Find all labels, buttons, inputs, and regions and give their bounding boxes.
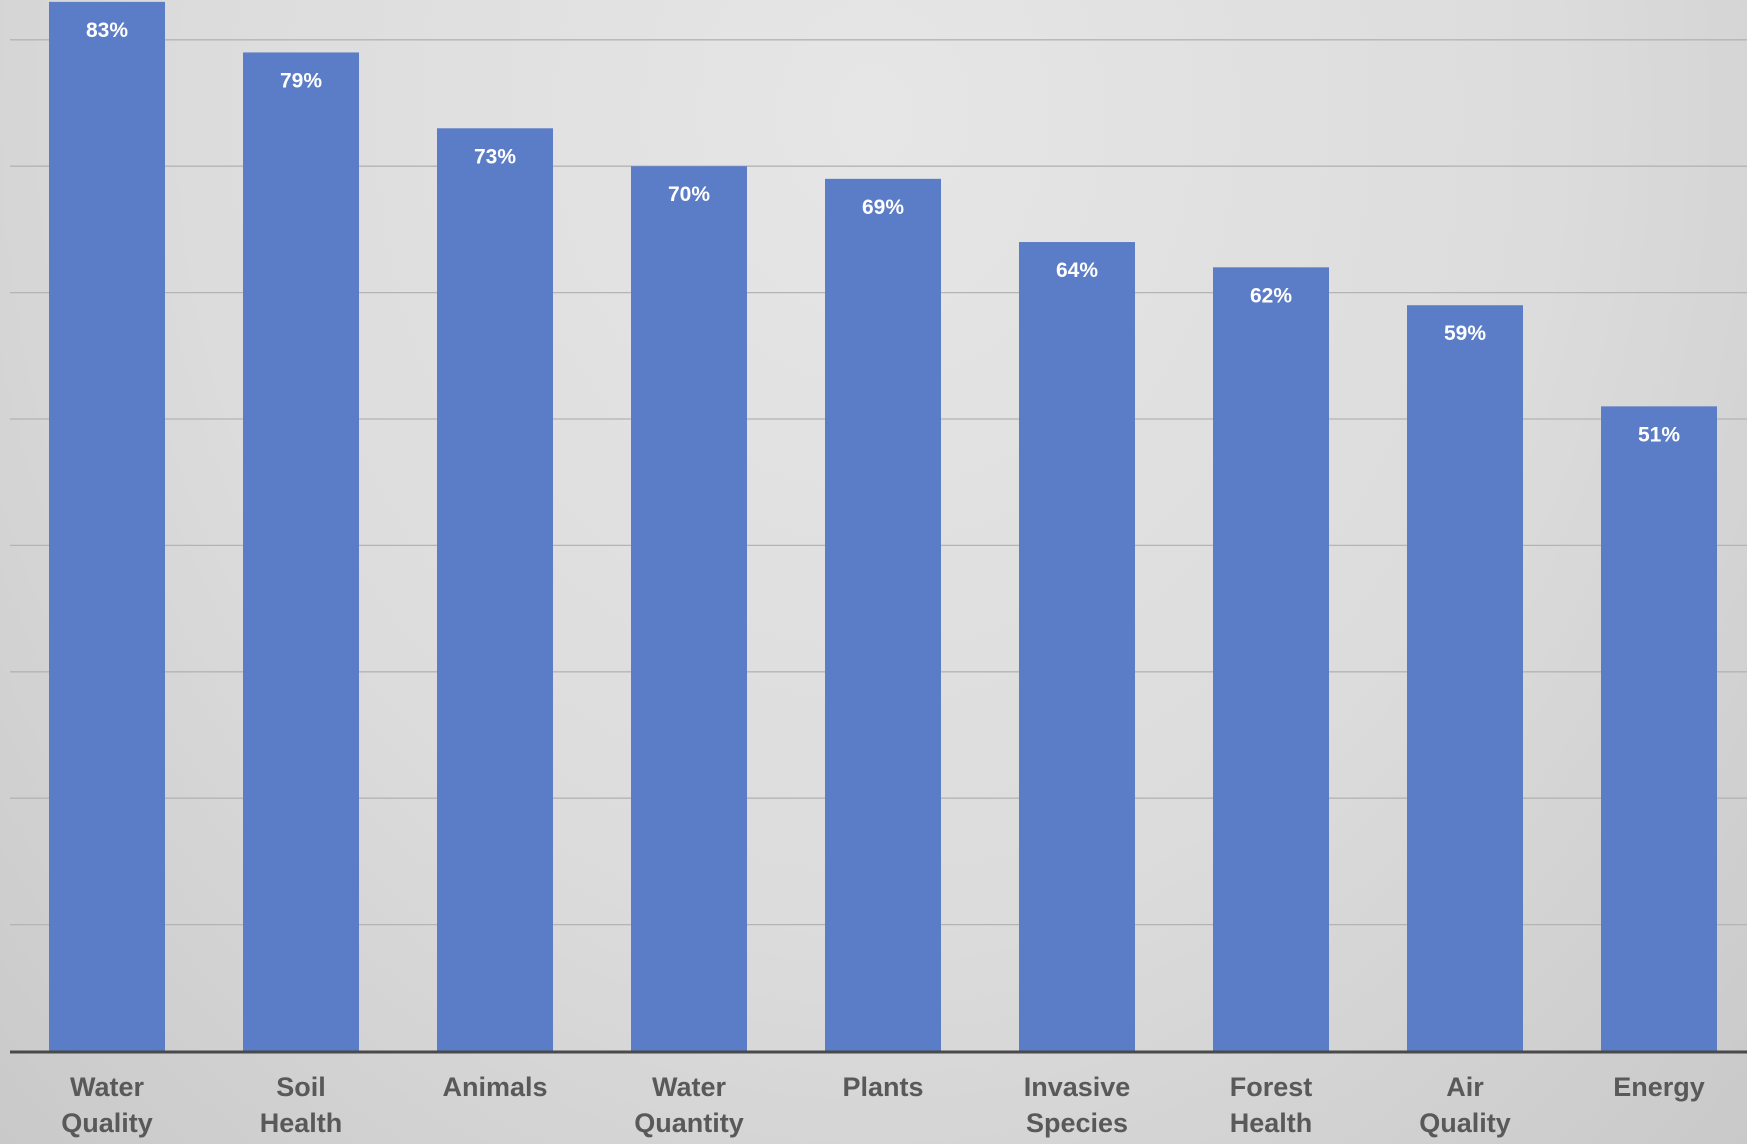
bar bbox=[1019, 242, 1135, 1052]
data-label: 59% bbox=[1444, 322, 1486, 345]
x-tick-label-line: Air bbox=[1446, 1072, 1484, 1102]
x-tick-label: Water Quantity bbox=[634, 1072, 744, 1138]
data-label: 73% bbox=[474, 145, 516, 168]
x-tick-label-line: Species bbox=[1026, 1108, 1128, 1138]
bars bbox=[49, 1, 1717, 1052]
x-tick-label: Water Quality bbox=[61, 1072, 153, 1138]
x-tick-label-line: Water bbox=[652, 1072, 727, 1102]
x-tick-label-line: Energy bbox=[1613, 1072, 1705, 1102]
bar bbox=[49, 1, 165, 1051]
x-tick-label-line: Plants bbox=[842, 1072, 923, 1102]
bar bbox=[1601, 406, 1717, 1051]
x-tick-label-line: Quality bbox=[61, 1108, 153, 1138]
x-tick-label: Forest Health bbox=[1230, 1072, 1313, 1138]
bar bbox=[1407, 305, 1523, 1051]
data-label: 62% bbox=[1250, 284, 1292, 307]
bar bbox=[631, 166, 747, 1051]
data-labels: 83% 79% 73% 70% 69% 64% 62% 59% 51% bbox=[86, 19, 1680, 446]
x-tick-label: Animals bbox=[442, 1072, 547, 1102]
x-tick-label: Air Quality bbox=[1419, 1072, 1511, 1138]
bar bbox=[825, 178, 941, 1052]
bar bbox=[1213, 267, 1329, 1051]
x-tick-label-line: Soil bbox=[276, 1072, 326, 1102]
category-tick-labels: Water Quality Soil Health Animals Water Quanti… bbox=[61, 1072, 1705, 1138]
data-label: 79% bbox=[280, 69, 322, 92]
data-label: 69% bbox=[862, 196, 904, 219]
data-label: 83% bbox=[86, 19, 128, 42]
data-label: 70% bbox=[668, 183, 710, 206]
bar bbox=[437, 128, 553, 1051]
bar bbox=[243, 52, 359, 1051]
x-tick-label-line: Health bbox=[1230, 1108, 1313, 1138]
x-tick-label-line: Forest bbox=[1230, 1072, 1313, 1102]
x-tick-label: Soil Health bbox=[260, 1072, 343, 1138]
data-label: 51% bbox=[1638, 423, 1680, 446]
x-tick-label: Plants bbox=[842, 1072, 923, 1102]
x-tick-label-line: Quantity bbox=[634, 1108, 744, 1138]
x-tick-label: Energy bbox=[1613, 1072, 1705, 1102]
x-tick-label-line: Invasive bbox=[1024, 1072, 1131, 1102]
x-tick-label-line: Animals bbox=[442, 1072, 547, 1102]
x-tick-label-line: Water bbox=[70, 1072, 145, 1102]
x-tick-label-line: Health bbox=[260, 1108, 343, 1138]
x-tick-label: Invasive Species bbox=[1024, 1072, 1131, 1138]
data-label: 64% bbox=[1056, 259, 1098, 282]
x-tick-label-line: Quality bbox=[1419, 1108, 1511, 1138]
